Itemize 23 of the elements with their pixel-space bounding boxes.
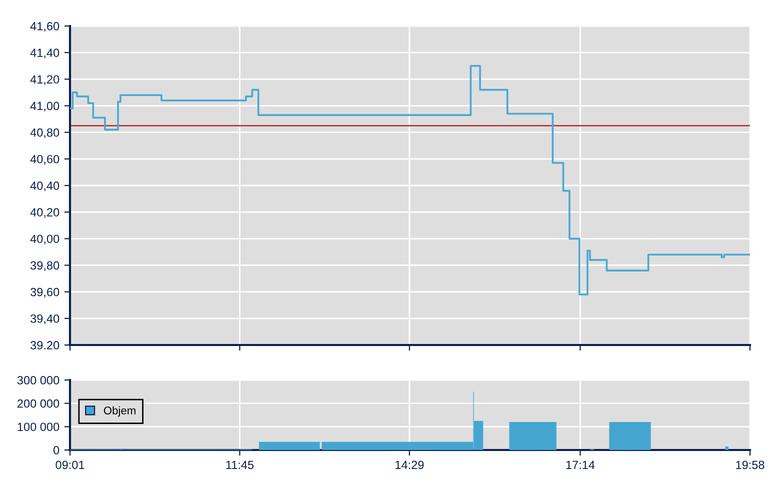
y-tick-label: 100 000 — [18, 422, 60, 432]
y-tick-label: 41,40 — [30, 48, 60, 58]
y-tick-label: 39,80 — [30, 261, 60, 272]
y-tick-label: 0 — [53, 446, 60, 454]
y-tick-label: 41,00 — [30, 102, 60, 112]
x-tick-label: 11:45 — [226, 460, 254, 470]
y-tick-label: 41,20 — [30, 75, 60, 85]
x-tick-label: 09:01 — [56, 460, 84, 470]
x-tick-label: 17:14 — [566, 460, 595, 469]
y-tick-label: 41,60 — [30, 22, 60, 32]
y-tick-label: 200 000 — [18, 399, 60, 408]
y-tick-label: 40,20 — [30, 208, 60, 218]
y-tick-label: 39.20 — [30, 341, 60, 350]
x-tick-label: 14:29 — [396, 460, 424, 470]
y-tick-label: 300 000 — [17, 376, 60, 384]
y-tick-label: 40,80 — [30, 128, 60, 138]
x-tick-label: 19:58 — [736, 460, 764, 470]
y-tick-label: 40,00 — [30, 234, 60, 244]
y-tick-label: 39,40 — [30, 314, 60, 324]
y-tick-label: 40,40 — [30, 182, 60, 192]
y-tick-label: 39,60 — [30, 288, 60, 298]
legend-label: Objem — [104, 406, 136, 417]
y-tick-label: 40,60 — [30, 154, 60, 165]
